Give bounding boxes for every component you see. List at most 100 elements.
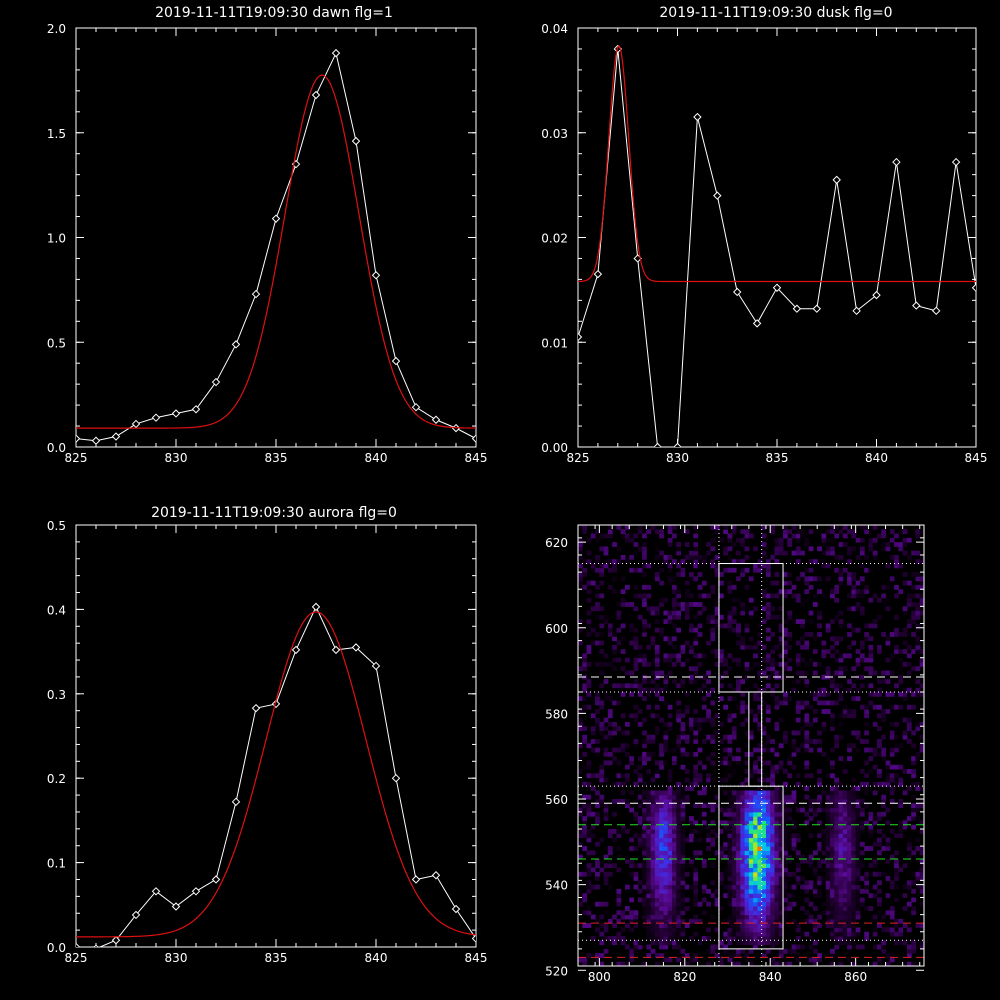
- heatmap-cell: [894, 649, 899, 654]
- heatmap-cell: [663, 619, 669, 624]
- heatmap-cell: [757, 704, 763, 710]
- heatmap-cell: [680, 850, 686, 856]
- heatmap-cell: [642, 542, 647, 547]
- heatmap-cell: [885, 546, 891, 552]
- heatmap-cell: [654, 888, 660, 894]
- dawn-panel-title: 2019-11-11T19:09:30 dawn flg=1: [155, 5, 393, 21]
- heatmap-cell: [637, 846, 643, 851]
- heatmap-cell: [676, 918, 682, 924]
- heatmap-cell: [612, 940, 617, 946]
- heatmap-cell: [671, 820, 677, 826]
- heatmap-cell: [783, 529, 788, 535]
- heatmap-cell: [791, 871, 797, 877]
- heatmap-cell: [654, 730, 660, 736]
- heatmap-cell: [654, 940, 660, 946]
- heatmap-cell: [684, 657, 690, 663]
- heatmap-cell: [770, 910, 775, 916]
- heatmap-cell: [795, 957, 801, 963]
- heatmap-cell: [612, 747, 617, 753]
- heatmap-cell: [599, 623, 605, 629]
- heatmap-cell: [736, 679, 741, 684]
- heatmap-cell: [659, 533, 664, 539]
- heatmap-cell: [748, 923, 754, 928]
- heatmap-cell: [736, 807, 741, 813]
- heatmap-cell: [590, 824, 596, 830]
- heatmap-cell: [830, 824, 835, 830]
- heatmap-cell: [817, 893, 822, 898]
- heatmap-cell: [637, 529, 643, 535]
- heatmap-cell: [808, 880, 814, 886]
- heatmap-cell: [783, 794, 788, 800]
- heatmap-cell: [736, 760, 741, 766]
- heatmap-cell: [671, 940, 677, 946]
- heatmap-cell: [830, 529, 835, 535]
- heatmap-cell: [783, 786, 788, 791]
- heatmap-cell: [603, 662, 609, 667]
- heatmap-cell: [778, 670, 784, 676]
- heatmap-cell: [680, 897, 686, 903]
- heatmap-cell: [650, 888, 656, 894]
- heatmap-cell: [830, 927, 835, 933]
- heatmap-cell: [612, 683, 617, 689]
- heatmap-cell: [642, 653, 647, 659]
- heatmap-cell: [663, 850, 669, 856]
- heatmap-cell: [787, 572, 793, 577]
- heatmap-cell: [808, 739, 814, 744]
- heatmap-cell: [889, 751, 895, 757]
- heatmap-cell: [842, 850, 848, 856]
- heatmap-cell: [881, 593, 887, 599]
- heatmap-cell: [595, 918, 600, 924]
- heatmap-cell: [804, 662, 810, 667]
- heatmap-cell: [642, 563, 647, 569]
- heatmap-cell: [842, 799, 848, 804]
- heatmap-cell: [838, 576, 844, 582]
- heatmap-cell: [718, 537, 724, 543]
- heatmap-cell: [680, 918, 686, 924]
- heatmap-cell: [650, 828, 656, 834]
- heatmap-cell: [812, 923, 818, 928]
- heatmap-cell: [671, 850, 677, 856]
- heatmap-cell: [646, 820, 652, 826]
- heatmap-cell: [654, 897, 660, 903]
- heatmap-cell: [812, 576, 818, 582]
- heatmap-cell: [753, 918, 758, 924]
- heatmap-cell: [864, 820, 869, 826]
- heatmap-cell: [650, 799, 656, 804]
- heatmap-cell: [842, 884, 848, 890]
- heatmap-cell: [783, 533, 788, 539]
- heatmap-cell: [765, 936, 771, 941]
- heatmap-cell: [774, 923, 780, 928]
- heatmap-cell: [727, 923, 733, 928]
- heatmap-cell: [864, 816, 869, 821]
- heatmap-cell: [714, 897, 720, 903]
- heatmap-cell: [646, 884, 652, 890]
- heatmap-cell: [689, 781, 694, 787]
- heatmap-cell: [808, 901, 814, 907]
- heatmap-cell: [778, 794, 784, 800]
- y-tick-label: 0.04: [541, 22, 568, 36]
- heatmap-cell: [808, 584, 814, 590]
- heatmap-cell: [770, 811, 775, 817]
- heatmap-cell: [817, 777, 822, 783]
- heatmap-cell: [770, 747, 775, 753]
- heatmap-cell: [607, 525, 613, 530]
- heatmap-cell: [881, 670, 887, 676]
- heatmap-cell: [748, 709, 754, 714]
- heatmap-cell: [697, 632, 703, 637]
- heatmap-cell: [774, 537, 780, 543]
- heatmap-cell: [624, 657, 630, 663]
- heatmap-cell: [770, 850, 775, 856]
- y-tick-label: 2.0: [47, 22, 66, 36]
- heatmap-cell: [748, 880, 754, 886]
- heatmap-cell: [778, 923, 784, 928]
- heatmap-cell: [624, 743, 630, 749]
- heatmap-cell: [765, 854, 771, 860]
- heatmap-cell: [590, 713, 596, 719]
- heatmap-cell: [800, 726, 805, 732]
- heatmap-cell: [783, 790, 788, 796]
- heatmap-cell: [578, 811, 583, 817]
- heatmap-cell: [859, 807, 865, 813]
- heatmap-cell: [727, 760, 733, 766]
- heatmap-cell: [731, 948, 737, 954]
- heatmap-cell: [847, 858, 852, 864]
